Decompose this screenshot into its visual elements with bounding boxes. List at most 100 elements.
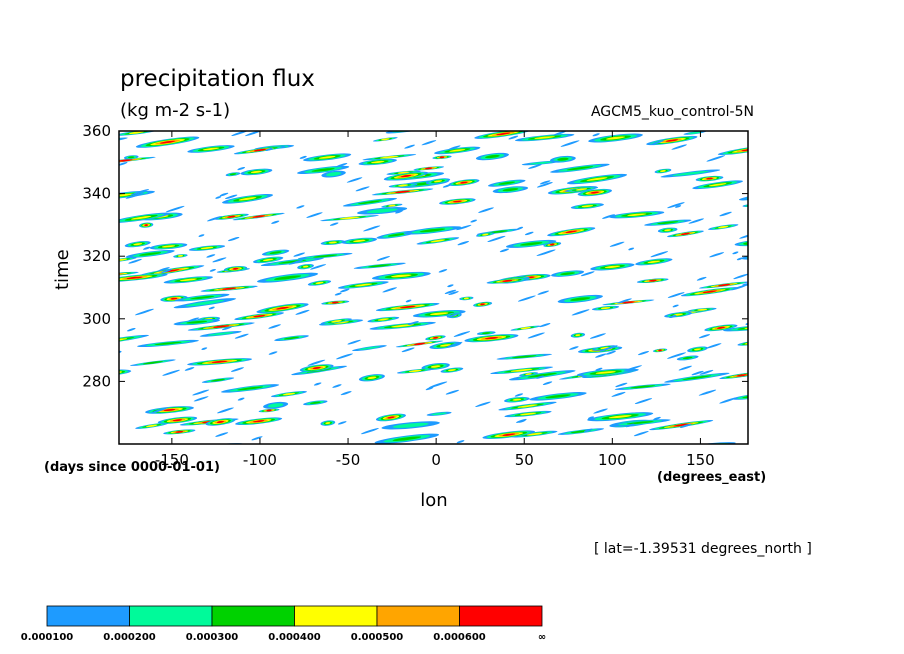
precip-dash <box>679 423 692 428</box>
precip-cell <box>648 279 657 282</box>
precip-dash <box>537 290 550 295</box>
y-tick-label: 360 <box>82 122 111 140</box>
precip-dash <box>475 401 491 408</box>
y-tick-label: 340 <box>82 185 111 203</box>
precip-cell <box>101 235 111 238</box>
precip-cell <box>764 301 777 304</box>
precip-cell <box>565 230 578 233</box>
precip-dash <box>580 271 595 277</box>
precip-cell <box>392 436 422 441</box>
precip-cell <box>177 254 183 257</box>
precip-dash <box>395 210 403 214</box>
precip-cell <box>464 449 482 453</box>
precip-cell <box>686 442 736 444</box>
precip-cell <box>79 234 106 239</box>
precip-cell <box>570 297 591 301</box>
precip-cell <box>282 392 296 396</box>
precip-dash <box>592 133 600 137</box>
precip-cell <box>128 156 135 159</box>
colorbar-label: 0.000300 <box>186 632 239 643</box>
x-tick-label: -50 <box>336 451 361 469</box>
precip-cell <box>502 433 516 436</box>
precip-dash <box>293 252 306 257</box>
precip-cell <box>141 125 159 129</box>
precip-cell <box>498 181 516 185</box>
precip-dash <box>142 246 151 250</box>
precip-cell <box>305 124 335 131</box>
precip-cell <box>627 213 647 216</box>
precip-cell <box>283 336 300 340</box>
precip-cell <box>657 221 679 225</box>
precip-dash <box>128 258 142 264</box>
precip-cell <box>353 239 366 243</box>
precip-dash <box>421 140 437 146</box>
precip-dash <box>536 182 553 188</box>
precip-dash <box>553 131 567 136</box>
precip-cell <box>604 265 621 269</box>
precip-cell <box>757 300 785 306</box>
x-tick-label: 50 <box>515 451 534 469</box>
precip-cell <box>388 204 396 207</box>
precip-cell <box>154 341 182 346</box>
precip-cell <box>526 432 543 436</box>
precip-cell <box>747 394 748 398</box>
precip-dash <box>162 369 180 376</box>
precip-cell <box>431 412 447 416</box>
precip-cell <box>563 117 580 122</box>
precip-dash <box>609 241 625 247</box>
precip-dash <box>332 384 342 388</box>
colorbar-swatch <box>294 605 378 627</box>
precip-dash <box>208 306 215 310</box>
precip-cell <box>586 177 608 181</box>
precip-dash <box>539 180 551 185</box>
precip-cell <box>200 246 214 250</box>
precip-dash <box>611 391 626 397</box>
precip-cell <box>482 233 489 236</box>
precip-dash <box>245 131 262 137</box>
precip-cell <box>665 139 679 142</box>
precip-cell <box>770 210 786 215</box>
precip-dash <box>733 273 748 280</box>
precip-dash <box>355 186 370 192</box>
precip-cell <box>722 145 748 155</box>
precip-dash <box>448 291 459 296</box>
precip-dash <box>363 225 381 232</box>
precip-dash <box>650 251 669 258</box>
precip-dash <box>448 145 461 150</box>
precip-cell <box>717 283 731 287</box>
precip-dash <box>225 194 238 200</box>
precip-cell <box>81 355 105 360</box>
precip-cell <box>312 366 321 370</box>
precip-dash <box>268 351 278 355</box>
x-tick-label: -150 <box>155 451 189 469</box>
precip-cell <box>511 355 537 359</box>
precip-dash <box>376 256 390 261</box>
precip-cell <box>439 344 452 347</box>
colorbar: 0.000100 0.000200 0.000300 0.000400 0.000500… <box>21 605 546 643</box>
precip-cell <box>463 297 469 300</box>
precip-dash <box>447 284 454 288</box>
precip-cell <box>697 308 708 311</box>
precip-cell <box>754 315 797 325</box>
precip-dash <box>595 353 607 358</box>
precip-cell <box>581 205 594 208</box>
precip-cell <box>425 167 433 170</box>
precip-dash <box>527 332 545 339</box>
precip-dash <box>296 205 305 209</box>
precip-dash <box>514 393 524 397</box>
precip-dash <box>425 387 434 391</box>
y-axis-units: (days since 0000-01-01) <box>44 460 220 475</box>
precip-cell <box>560 272 575 276</box>
precip-cell <box>468 121 486 126</box>
y-tick-label: 280 <box>82 372 111 390</box>
precip-cell <box>756 319 797 327</box>
precip-dash <box>119 162 128 166</box>
precip-dash <box>288 259 304 265</box>
precip-cell <box>746 192 748 200</box>
precip-cell <box>139 252 162 256</box>
precip-cell <box>93 233 117 240</box>
precip-cell <box>179 278 197 282</box>
precip-cell <box>763 293 784 297</box>
precip-cell <box>159 140 176 144</box>
precip-cell <box>79 352 105 357</box>
